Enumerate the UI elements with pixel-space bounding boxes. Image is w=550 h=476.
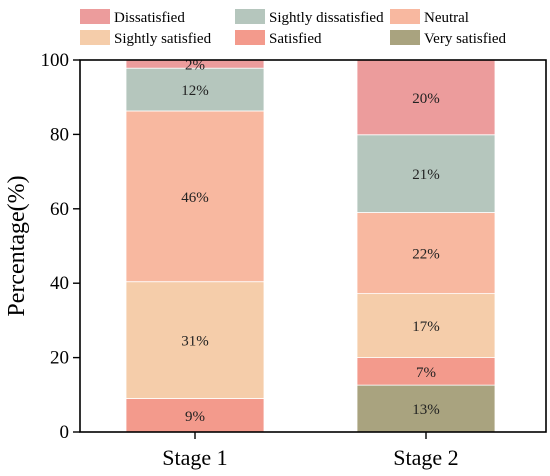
data-label-sightly-satisfied-stage-1: 31%: [181, 334, 209, 350]
bar-segment-neutral-stage-2: [356, 212, 496, 295]
data-label-sightly-dissatisfied-stage-2: 21%: [412, 167, 440, 183]
axes: [79, 59, 547, 433]
x-tick-label-stage-2: Stage 2: [393, 445, 458, 470]
y-tick-label: 20: [50, 348, 69, 369]
y-tick-label: 0: [60, 422, 70, 443]
legend-label-sightly-dissatisfied: Sightly dissatisfied: [269, 10, 384, 26]
plot-frame: [79, 59, 547, 433]
legend-swatch-sightly-dissatisfied: [235, 9, 265, 24]
legend-label-very-satisfied: Very satisfied: [424, 31, 507, 47]
bar-segment-sightly-dissatisfied-stage-2: [356, 134, 496, 213]
data-label-dissatisfied-stage-2: 20%: [412, 91, 440, 107]
bar-segment-sightly-satisfied-stage-1: [125, 281, 265, 399]
y-tick-label: 100: [41, 50, 70, 71]
legend-swatch-sightly-satisfied: [80, 30, 110, 45]
data-label-satisfied-stage-1: 9%: [185, 409, 205, 425]
y-tick-label: 60: [50, 199, 69, 220]
legend-label-sightly-satisfied: Sightly satisfied: [114, 31, 212, 47]
legend-label-neutral: Neutral: [424, 10, 469, 26]
bars: [125, 59, 496, 433]
bar-segment-satisfied-stage-1: [125, 398, 265, 433]
data-label-satisfied-stage-2: 7%: [416, 365, 436, 381]
legend-swatch-dissatisfied: [80, 9, 110, 24]
legend-swatch-satisfied: [235, 30, 265, 45]
data-label-dissatisfied-stage-1: 2%: [185, 58, 205, 74]
y-axis-title: Percentage(%): [4, 175, 30, 316]
bar-segment-dissatisfied-stage-2: [356, 59, 496, 136]
y-tick-label: 40: [50, 273, 69, 294]
data-label-sightly-satisfied-stage-2: 17%: [412, 319, 440, 335]
legend-swatch-very-satisfied: [390, 30, 420, 45]
x-ticks: Stage 1 Stage 2: [162, 432, 459, 470]
bar-segment-sightly-satisfied-stage-2: [356, 293, 496, 358]
x-tick-label-stage-1: Stage 1: [162, 445, 227, 470]
legend-label-satisfied: Satisfied: [269, 31, 322, 47]
bar-segment-satisfied-stage-2: [356, 357, 496, 386]
legend: Dissatisfied Sightly dissatisfied Neutral S…: [80, 9, 507, 47]
y-tick-label: 80: [50, 124, 69, 145]
data-label-very-satisfied-stage-2: 13%: [412, 402, 440, 418]
data-label-sightly-dissatisfied-stage-1: 12%: [181, 83, 209, 99]
bar-segment-sightly-dissatisfied-stage-1: [125, 67, 265, 112]
legend-swatch-neutral: [390, 9, 420, 24]
legend-label-dissatisfied: Dissatisfied: [114, 10, 185, 26]
data-label-neutral-stage-1: 46%: [181, 190, 209, 206]
data-label-neutral-stage-2: 22%: [412, 247, 440, 263]
data-labels: 9% 31% 46% 12% 2% 13% 7% 17% 22% 21% 20%: [181, 58, 440, 425]
y-ticks: 0 20 40 60 80 100: [41, 50, 80, 443]
